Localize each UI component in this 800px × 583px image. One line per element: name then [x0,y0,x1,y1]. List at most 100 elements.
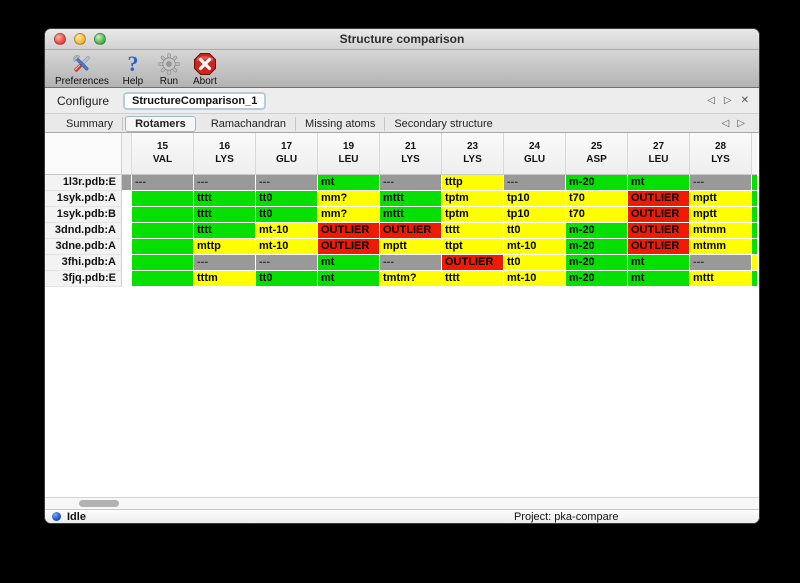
rotamer-cell[interactable]: mt-10 [256,239,318,255]
rotamer-cell[interactable]: tttt [442,271,504,287]
column-header-19[interactable]: 19 LEU [318,133,380,175]
rotamer-cell[interactable]: OUTLIER [628,191,690,207]
rotamer-cell[interactable]: ttpt [442,239,504,255]
rotamer-cell[interactable]: mt [318,175,380,191]
rotamer-cell[interactable]: OUTLIER [628,223,690,239]
rotamer-cell[interactable]: OUTLIER [628,207,690,223]
rotamer-cell[interactable]: mptt [380,239,442,255]
configure-close-icon[interactable]: ✕ [740,95,749,106]
rotamer-cell[interactable]: m-20 [566,239,628,255]
rotamer-cell[interactable]: tt0 [256,207,318,223]
rotamer-cell[interactable]: tptm [442,191,504,207]
rotamer-cell[interactable]: --- [690,255,752,271]
close-window-button[interactable] [54,33,66,45]
configuration-name-field[interactable]: StructureComparison_1 [123,91,267,110]
rotamer-cell[interactable]: mt [318,271,380,287]
rotamer-cell[interactable]: tt0 [256,191,318,207]
rotamer-cell[interactable]: m-20 [566,255,628,271]
rotamer-cell[interactable]: mttt [690,271,752,287]
rotamer-cell[interactable]: mt [318,255,380,271]
rotamer-cell[interactable]: --- [194,175,256,191]
rotamer-cell[interactable]: m-20 [566,223,628,239]
row-label[interactable]: 1l3r.pdb:E [45,175,122,191]
rotamer-cell[interactable]: mptt [690,207,752,223]
rotamer-cell[interactable]: mt-10 [504,271,566,287]
rotamer-cell[interactable]: tt0 [504,223,566,239]
column-header-25[interactable]: 25 ASP [566,133,628,175]
tabs-back-icon[interactable]: ◁ [721,117,730,129]
tab-ramachandran[interactable]: Ramachandran [201,117,297,131]
tab-rotamers[interactable]: Rotamers [125,116,196,132]
rotamer-cell[interactable] [132,271,194,287]
rotamer-cell[interactable]: --- [504,175,566,191]
column-header-15[interactable]: 15 VAL [132,133,194,175]
row-label[interactable]: 3fjq.pdb:E [45,271,122,287]
rotamer-cell[interactable]: --- [132,175,194,191]
preferences-button[interactable]: Preferences [55,50,109,87]
run-button[interactable]: Run [157,50,181,87]
rotamer-cell[interactable]: t70 [566,207,628,223]
rotamer-cell[interactable]: tttt [194,207,256,223]
row-label[interactable]: 3dne.pdb:A [45,239,122,255]
rotamer-cell[interactable]: t70 [566,191,628,207]
rotamer-cell[interactable]: tp10 [504,207,566,223]
rotamer-cell[interactable]: tttp [442,175,504,191]
rotamer-cell[interactable]: mt-10 [504,239,566,255]
column-header-28[interactable]: 28 LYS [690,133,752,175]
rotamer-cell[interactable]: tttt [442,223,504,239]
configure-forward-icon[interactable]: ▷ [723,95,732,106]
horizontal-scrollbar-thumb[interactable] [79,500,119,507]
rotamer-cell[interactable]: tptm [442,207,504,223]
rotamer-cell[interactable]: --- [380,175,442,191]
row-label[interactable]: 1syk.pdb:A [45,191,122,207]
row-label[interactable]: 3dnd.pdb:A [45,223,122,239]
rotamer-cell[interactable]: mttt [380,191,442,207]
rotamer-cell[interactable]: --- [256,255,318,271]
rotamer-cell[interactable]: tmtm? [380,271,442,287]
rotamer-cell[interactable] [132,207,194,223]
configure-back-icon[interactable]: ◁ [707,95,715,106]
rotamer-cell[interactable]: m-20 [566,271,628,287]
rotamer-cell[interactable]: OUTLIER [442,255,504,271]
rotamer-cell[interactable]: tttm [194,271,256,287]
tab-summary[interactable]: Summary [57,117,124,131]
rotamer-cell[interactable]: tttt [194,223,256,239]
rotamer-cell[interactable]: mt-10 [256,223,318,239]
rotamer-cell[interactable]: mtmm [690,239,752,255]
rotamer-cell[interactable]: --- [690,175,752,191]
rotamer-cell[interactable] [132,255,194,271]
help-button[interactable]: ? Help [121,50,145,87]
row-label[interactable]: 3fhi.pdb:A [45,255,122,271]
rotamer-cell[interactable]: --- [380,255,442,271]
rotamer-cell[interactable]: tt0 [256,271,318,287]
rotamer-cell[interactable]: tp10 [504,191,566,207]
rotamer-cell[interactable] [132,239,194,255]
tab-secondary-structure[interactable]: Secondary structure [394,118,493,130]
rotamer-cell[interactable]: mt [628,175,690,191]
rotamer-cell[interactable]: --- [194,255,256,271]
minimize-window-button[interactable] [74,33,86,45]
rotamer-cell[interactable]: tt0 [504,255,566,271]
rotamer-cell[interactable]: m-20 [566,175,628,191]
rotamer-cell[interactable]: mm? [318,207,380,223]
rotamer-cell[interactable]: mttt [380,207,442,223]
rotamer-cell[interactable]: OUTLIER [318,223,380,239]
tab-missing-atoms[interactable]: Missing atoms [296,117,386,131]
column-header-24[interactable]: 24 GLU [504,133,566,175]
column-header-21[interactable]: 21 LYS [380,133,442,175]
column-header-17[interactable]: 17 GLU [256,133,318,175]
rotamer-cell[interactable]: OUTLIER [380,223,442,239]
rotamer-cell[interactable]: mptt [690,191,752,207]
rotamer-cell[interactable]: --- [256,175,318,191]
rotamer-cell[interactable] [132,191,194,207]
column-header-23[interactable]: 23 LYS [442,133,504,175]
tabs-forward-icon[interactable]: ▷ [737,117,745,129]
abort-button[interactable]: Abort [193,50,217,87]
zoom-window-button[interactable] [94,33,106,45]
rotamer-cell[interactable]: OUTLIER [318,239,380,255]
rotamer-cell[interactable]: mt [628,255,690,271]
column-header-27[interactable]: 27 LEU [628,133,690,175]
rotamer-cell[interactable]: mtmm [690,223,752,239]
rotamer-cell[interactable]: OUTLIER [628,239,690,255]
column-header-16[interactable]: 16 LYS [194,133,256,175]
